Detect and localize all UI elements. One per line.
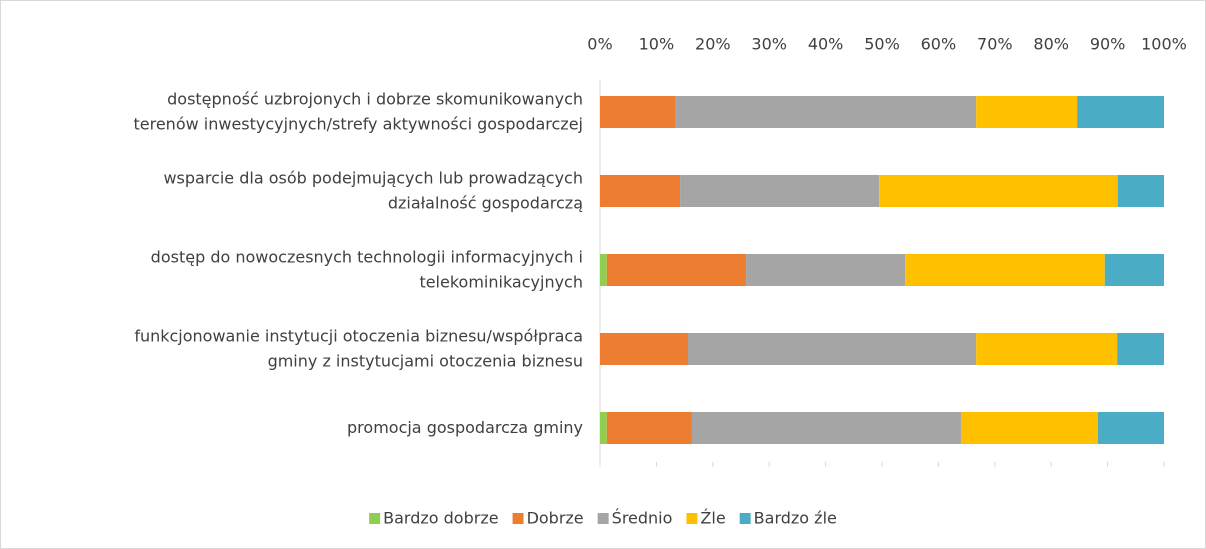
bar-segment (1077, 96, 1164, 128)
bar-segment (746, 254, 906, 286)
legend-swatch (512, 513, 524, 524)
bar-segment (600, 333, 688, 365)
bar-segment (905, 254, 1105, 286)
category-label-line: wsparcie dla osób podejmujących lub prow… (163, 168, 583, 187)
x-tick-label: 10% (639, 35, 675, 54)
bar-segment (606, 254, 747, 286)
x-tick-label: 70% (977, 35, 1013, 54)
category-label: wsparcie dla osób podejmujących lub prow… (163, 168, 583, 212)
bar-segment (1117, 175, 1164, 207)
x-tick-label: 80% (1033, 35, 1069, 54)
category-label: funkcjonowanie instytucji otoczenia bizn… (134, 326, 583, 370)
legend-swatch (597, 513, 609, 524)
category-label: dostępność uzbrojonych i dobrze skomunik… (133, 89, 583, 133)
legend-label: Średnio (612, 509, 673, 528)
x-tick-label: 90% (1090, 35, 1126, 54)
legend-swatch (369, 513, 381, 524)
legend: Bardzo dobrze Dobrze Średnio Źle Bardzo źle (369, 509, 837, 528)
bar-segment (600, 254, 607, 286)
category-label-line: promocja gospodarcza gminy (347, 418, 583, 437)
legend-swatch (739, 513, 751, 524)
bar-segment (1104, 254, 1164, 286)
legend-label: Źle (700, 509, 725, 528)
legend-swatch (686, 513, 698, 524)
category-label-line: funkcjonowanie instytucji otoczenia bizn… (134, 326, 583, 345)
category-label: promocja gospodarcza gminy (347, 418, 583, 437)
x-tick-label: 30% (751, 35, 787, 54)
x-tick-label: 60% (921, 35, 957, 54)
bar-segment (687, 333, 977, 365)
bar-segment (600, 412, 607, 444)
category-label-line: dostępność uzbrojonych i dobrze skomunik… (167, 89, 583, 108)
x-tick-label: 20% (695, 35, 731, 54)
x-tick-label: 50% (864, 35, 900, 54)
legend-label: Bardzo źle (754, 509, 837, 528)
x-tick-label: 100% (1141, 35, 1187, 54)
x-tick-label: 0% (587, 35, 612, 54)
bar-segment (600, 175, 681, 207)
bar-segment (1098, 412, 1164, 444)
bar-segment (976, 96, 1078, 128)
category-label-line: terenów inwestycyjnych/strefy aktywności… (133, 114, 583, 133)
category-label: dostęp do nowoczesnych technologii infor… (151, 247, 583, 291)
category-label-line: gminy z instytucjami otoczenia biznesu (268, 351, 583, 370)
bar-segment (976, 333, 1118, 365)
legend-label: Dobrze (527, 509, 584, 528)
bar-segment (691, 412, 961, 444)
category-label-line: dostęp do nowoczesnych technologii infor… (151, 247, 583, 266)
category-label-line: telekominikacyjnych (419, 272, 583, 291)
bar-segment (879, 175, 1118, 207)
bar-segment (606, 412, 692, 444)
legend-label: Bardzo dobrze (383, 509, 498, 528)
category-label-line: działalność gospodarczą (388, 193, 583, 212)
bar-segment (680, 175, 880, 207)
bar-segment (675, 96, 977, 128)
bar-segment (1117, 333, 1164, 365)
x-tick-label: 40% (808, 35, 844, 54)
bar-segment (960, 412, 1099, 444)
bar-segment (600, 96, 676, 128)
